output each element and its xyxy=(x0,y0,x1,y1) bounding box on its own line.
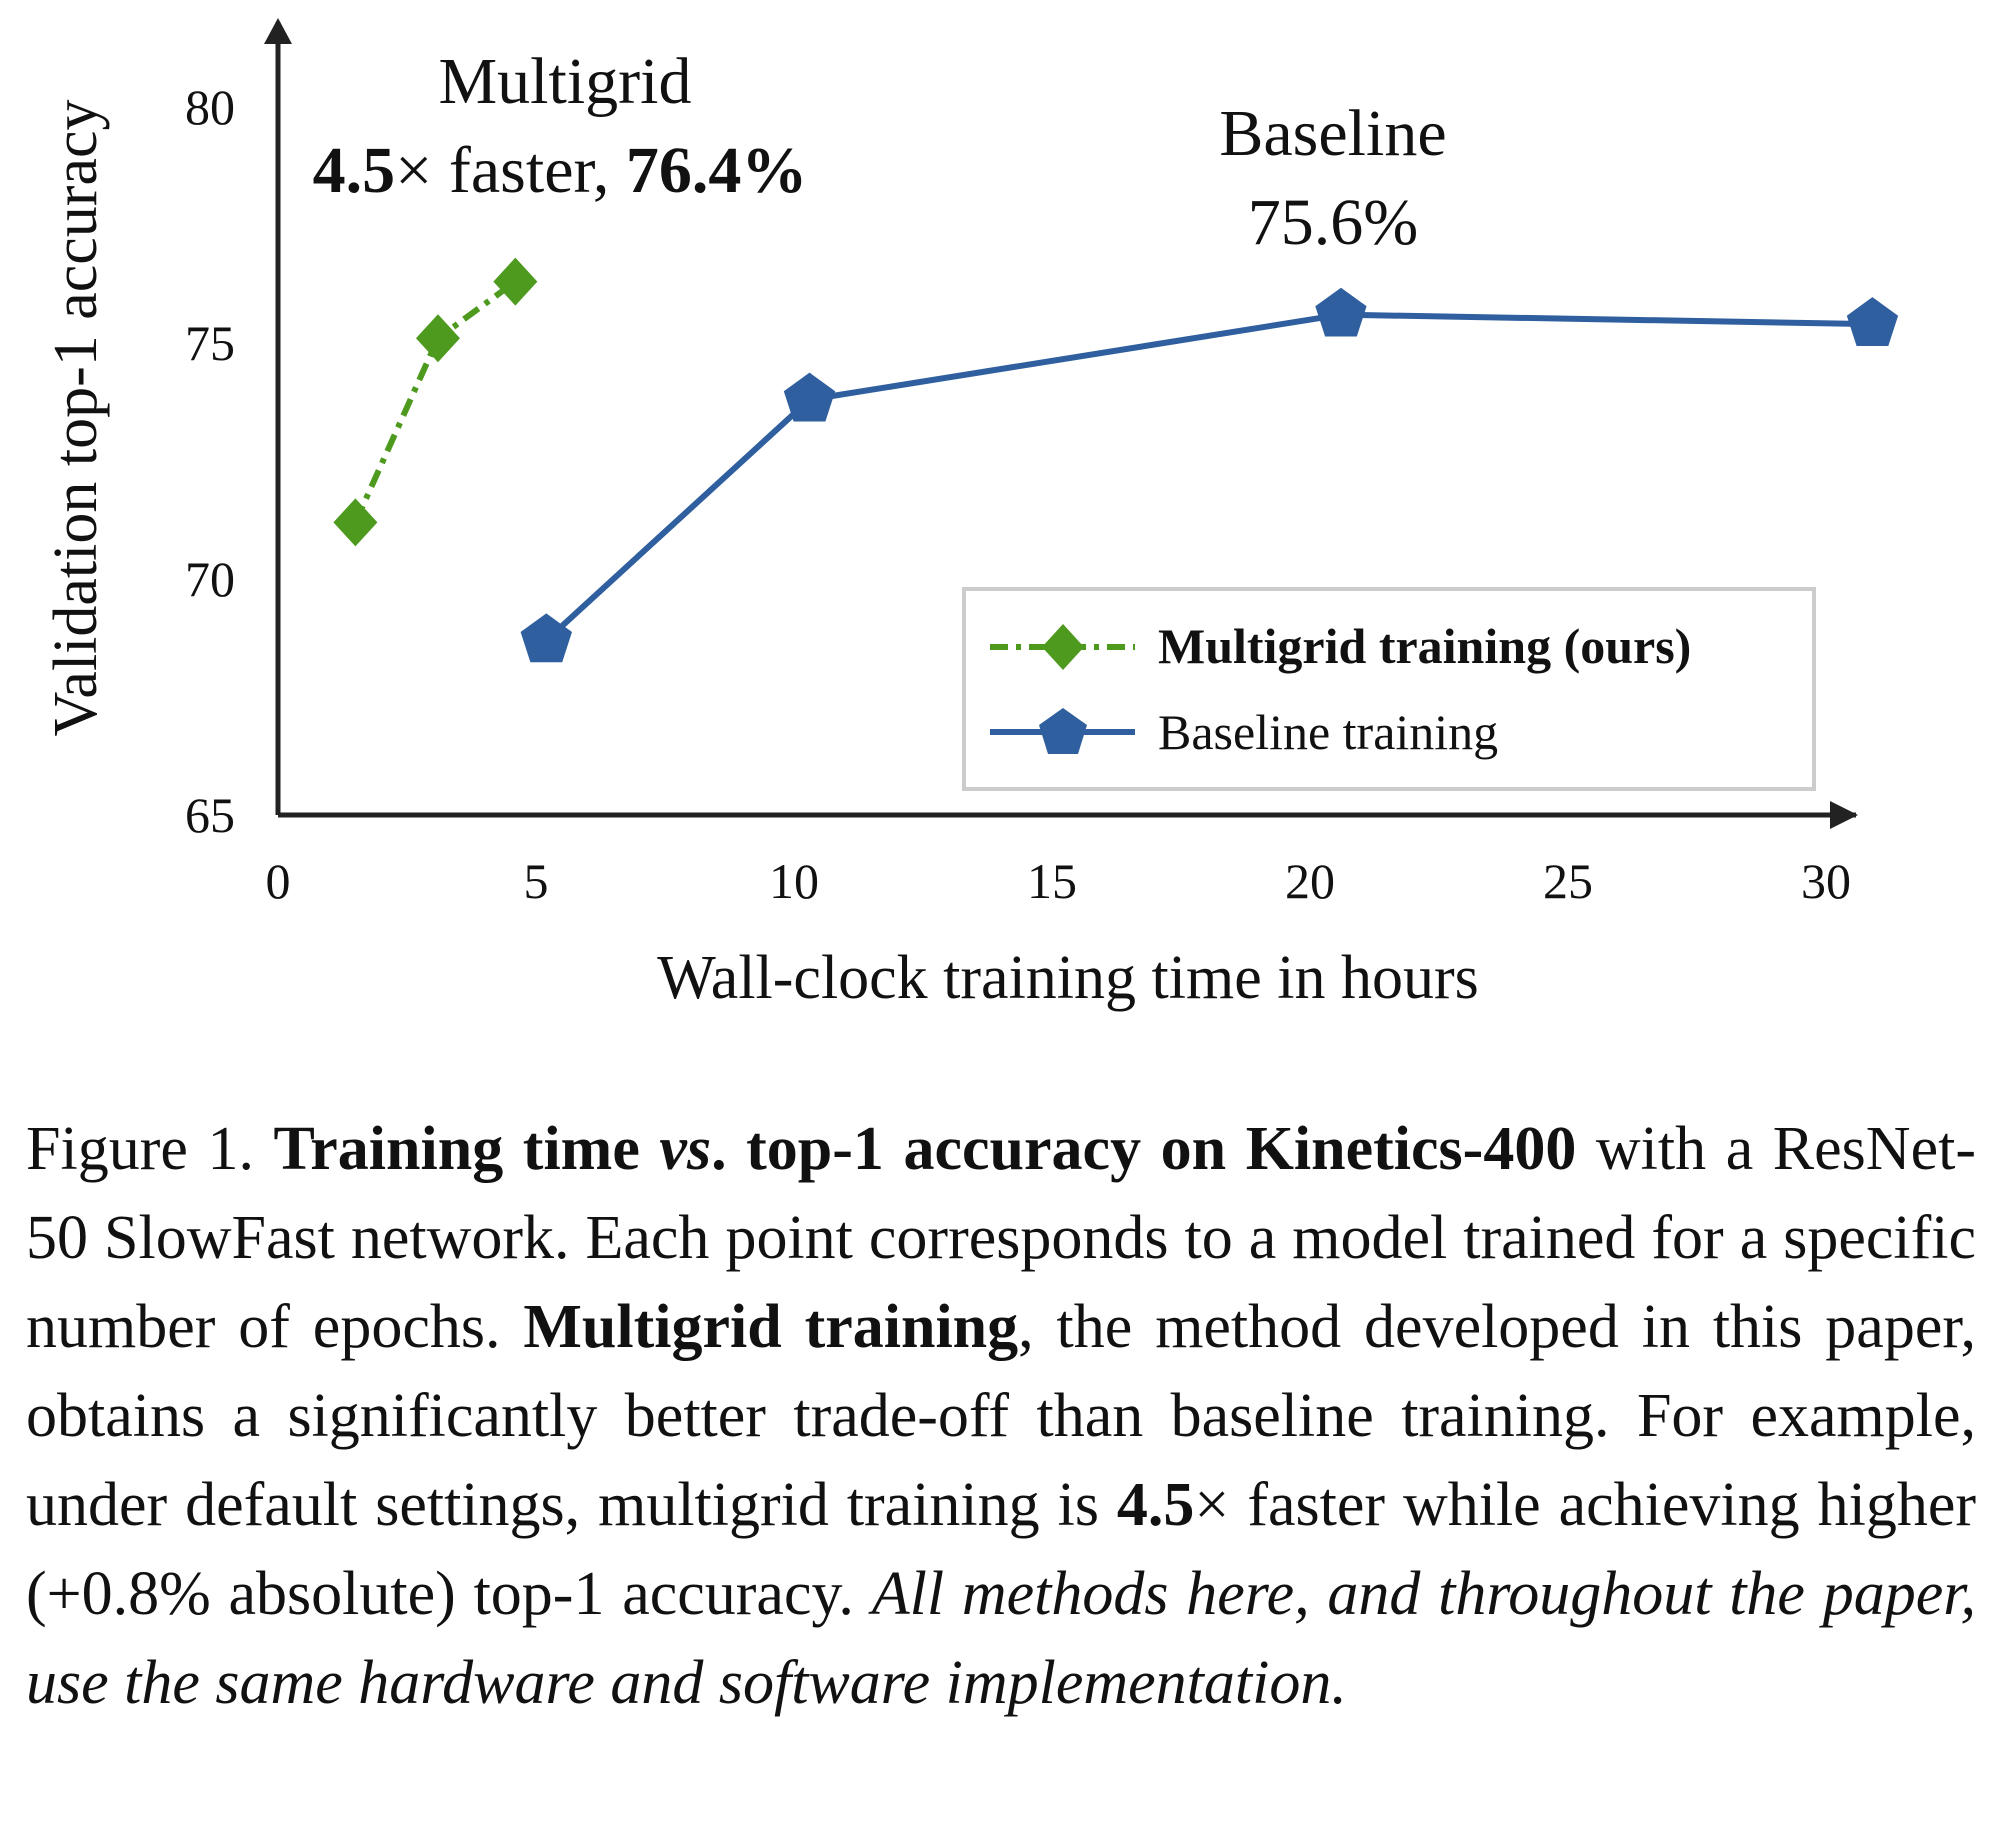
legend: Multigrid training (ours) Baseline train… xyxy=(962,587,1816,791)
legend-box xyxy=(962,587,1816,791)
y-axis-arrow xyxy=(264,18,292,44)
x-axis-label: Wall-clock training time in hours xyxy=(657,944,1478,1012)
legend-label-multigrid: Multigrid training (ours) xyxy=(1158,618,1691,674)
caption-italic-vs: vs xyxy=(659,1115,712,1183)
x-tick-label: 20 xyxy=(1285,853,1335,909)
multigrid-annotation-detail: 4.5× faster, 76.4% xyxy=(313,134,808,207)
x-axis-arrow xyxy=(1830,801,1858,829)
x-tick-label: 15 xyxy=(1027,853,1077,909)
caption-text-3: × faster while achieving higher (+0.8% a… xyxy=(26,1471,1976,1628)
series-line xyxy=(544,311,1873,643)
caption-figure-label: Figure 1. xyxy=(26,1115,274,1183)
caption-bold-title-b: . top-1 accuracy on Kinetics-400 xyxy=(711,1115,1577,1183)
y-tick-label: 65 xyxy=(185,787,235,843)
x-tick-labels: 0 5 10 15 20 25 30 xyxy=(266,853,1852,909)
figure-caption: Figure 1. Training time vs. top-1 accura… xyxy=(26,1105,1976,1728)
y-tick-labels: 65 70 75 80 xyxy=(185,79,235,843)
data-point-marker xyxy=(783,372,836,422)
legend-marker-multigrid xyxy=(1042,624,1084,670)
chart: 0 5 10 15 20 25 30 65 70 75 80 Wall-clock trainin… xyxy=(42,18,1899,1012)
x-tick-label: 30 xyxy=(1801,853,1851,909)
legend-label-baseline: Baseline training xyxy=(1158,704,1498,760)
data-point-marker xyxy=(333,498,378,547)
legend-item-baseline: Baseline training xyxy=(990,704,1498,760)
y-tick-label: 70 xyxy=(185,551,235,607)
multigrid-accuracy-value: 76.4% xyxy=(626,134,808,207)
annotations: Multigrid 4.5× faster, 76.4% Baseline 75… xyxy=(313,45,1447,259)
series-baseline xyxy=(520,287,1899,663)
data-point-marker xyxy=(493,257,538,306)
y-tick-label: 75 xyxy=(185,315,235,371)
caption-italic-note: All methods here, and throughout the pap… xyxy=(26,1560,1976,1717)
y-axis-label: Validation top-1 accuracy xyxy=(42,100,110,737)
caption-text-1: with a ResNet-50 SlowFast network. Each … xyxy=(26,1115,1976,1361)
data-point-marker xyxy=(520,613,572,663)
multigrid-speed-suffix: × faster, xyxy=(395,134,626,207)
data-point-marker xyxy=(1315,287,1367,337)
series-multigrid xyxy=(333,257,538,547)
baseline-annotation-accuracy: 75.6% xyxy=(1248,186,1418,259)
x-tick-label: 10 xyxy=(769,853,819,909)
x-tick-label: 25 xyxy=(1543,853,1593,909)
caption-bold-speed: 4.5 xyxy=(1116,1471,1195,1539)
data-point-marker xyxy=(415,314,460,363)
caption-text-2: , the method developed in this paper, ob… xyxy=(26,1293,1976,1539)
data-point-marker xyxy=(1846,297,1899,346)
caption-bold-title-a: Training time xyxy=(273,1115,660,1183)
caption-bold-multigrid: Multigrid training xyxy=(523,1293,1019,1361)
series-layer xyxy=(333,257,1899,663)
y-tick-label: 80 xyxy=(185,79,235,135)
multigrid-speed-value: 4.5 xyxy=(313,134,396,207)
x-tick-label: 0 xyxy=(266,853,291,909)
baseline-annotation-title: Baseline xyxy=(1219,97,1446,170)
x-tick-label: 5 xyxy=(524,853,549,909)
legend-marker-baseline xyxy=(1039,708,1087,754)
legend-item-multigrid: Multigrid training (ours) xyxy=(990,618,1691,674)
axes xyxy=(264,18,1858,829)
multigrid-annotation-title: Multigrid xyxy=(438,45,691,118)
